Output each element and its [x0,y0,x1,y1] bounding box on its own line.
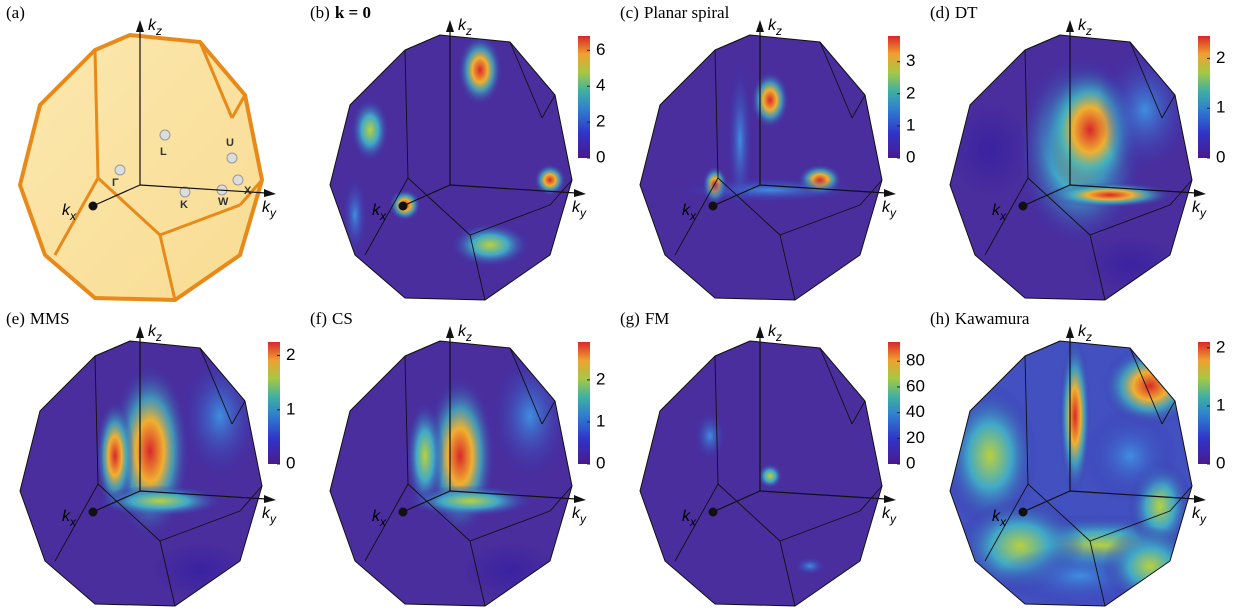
panel-label: (b)k = 0 [310,3,371,22]
heat-spot [462,542,558,600]
colorbar-tick-label: 0 [596,147,605,166]
colorbar-tick-label: 0 [906,453,915,472]
axis-label: ky [262,505,277,526]
axis-label: ky [262,199,277,220]
point-label: K [180,199,188,211]
axis-label: ky [882,505,897,526]
heat-spot [1082,236,1178,294]
heat-spot [450,223,530,268]
colorbar-tick-label: 80 [906,351,925,370]
point-label: X [244,185,252,197]
heat-spot [694,410,726,461]
axis-label: kz [768,17,782,38]
colorbar-tick-label: 2 [1216,337,1225,356]
heat-spot [757,463,783,489]
point-label: W [218,196,229,208]
panel: (b)k = 00246kzkykx [310,3,605,300]
symmetry-point [233,175,243,185]
axis-label: ky [1192,199,1207,220]
panel-label: (h)Kawamura [930,309,1030,328]
panel-label: (a) [6,3,25,22]
axis-label: ky [572,199,587,220]
colorbar-tick-label: 2 [596,112,605,131]
figure: (a)ΓLUXWKkzkykx(b)k = 00246kzkykx(c)Plan… [0,0,1243,612]
axis-label: kz [148,17,162,38]
symmetry-point [227,153,237,163]
colorbar-tick-label: 1 [1216,98,1225,117]
colorbar-tick-label: 1 [906,115,915,134]
point-label: U [226,137,234,149]
heat-spot [1102,526,1198,606]
panel: (f)CS012kzkykx [310,309,605,606]
colorbar-tick-label: 0 [286,453,295,472]
panel-label: (c)Planar spiral [620,3,730,22]
symmetry-point [115,165,125,175]
colorbar-tick-label: 2 [906,83,915,102]
heat-spot [406,485,534,517]
heat-spot [458,35,503,105]
colorbar-tick-label: 40 [906,402,925,421]
colorbar-tick-label: 0 [906,147,915,166]
heat-spot [727,60,753,220]
axis-label: ky [572,505,587,526]
symmetry-point [160,130,170,140]
axis-label: ky [882,199,897,220]
colorbar-tick-label: 0 [1216,453,1225,472]
colorbar-tick-label: 1 [286,399,295,418]
colorbar [1198,342,1210,464]
brillouin-zone [330,35,572,300]
colorbar-tick-label: 1 [596,411,605,430]
axis-label: kz [1078,17,1092,38]
colorbar-tick-label: 0 [1216,147,1225,166]
panel-label: (f)CS [310,309,353,328]
heat-spot [950,102,1030,198]
heat-spot [152,542,248,600]
heat-spot [1046,182,1174,208]
panel-label: (g)FM [620,309,669,328]
panel-label: (d)DT [930,3,978,22]
colorbar [578,36,590,158]
colorbar [888,342,900,464]
heat-spot [351,98,389,162]
heat-spot [342,175,368,255]
colorbar [268,342,280,464]
brillouin-zone [20,35,262,300]
colorbar-tick-label: 6 [596,40,605,59]
colorbar [1198,36,1210,158]
heat-spot [1097,46,1193,174]
panel: (a)ΓLUXWKkzkykx [6,3,277,300]
point-label: L [160,146,167,158]
colorbar-tick-label: 4 [596,76,605,95]
colorbar-tick-label: 2 [596,369,605,388]
point-label: Γ [112,177,119,189]
axis-label: kz [768,323,782,344]
heat-spot [1082,408,1178,504]
colorbar-tick-label: 2 [286,345,295,364]
colorbar [578,342,590,464]
axis-label: ky [1192,505,1207,526]
axis-label: kz [458,323,472,344]
panel: (e)MMS012kzkykx [6,309,295,606]
colorbar-tick-label: 20 [906,428,925,447]
panel-label: (e)MMS [6,309,70,328]
axis-label: kz [1078,323,1092,344]
colorbar-tick-label: 1 [1216,395,1225,414]
axis-label: kz [148,323,162,344]
heat-spot [751,71,789,129]
colorbar-tick-label: 2 [1216,48,1225,67]
heat-spot [96,485,224,517]
axis-label: kz [458,17,472,38]
colorbar-tick-label: 0 [596,453,605,472]
colorbar [888,36,900,158]
colorbar-tick-label: 3 [906,51,915,70]
heat-spot [794,556,826,575]
colorbar-tick-label: 60 [906,376,925,395]
